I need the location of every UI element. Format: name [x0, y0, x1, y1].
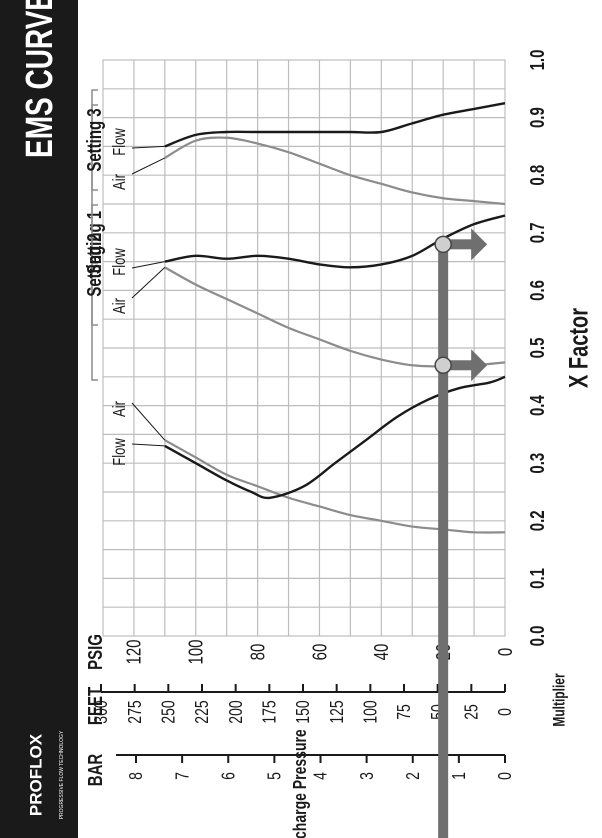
flow-leader — [131, 261, 165, 269]
flow-leader — [131, 443, 165, 447]
setting-1-label: Setting 1 — [83, 211, 106, 274]
setting-1-flow-label: Flow — [110, 438, 129, 466]
x-tick-label: 1.0 — [526, 50, 549, 71]
psig-tick-label: 60 — [308, 644, 331, 661]
x-tick-label: 0.5 — [526, 338, 549, 359]
reading-indicator — [434, 228, 488, 838]
feet-tick-label: 125 — [326, 700, 348, 723]
x-tick-label: 0.4 — [526, 395, 549, 416]
setting-2-label: Setting 2 — [83, 233, 106, 296]
bar-tick-label: 1 — [448, 772, 470, 780]
x-tick-label: 0.2 — [526, 510, 549, 531]
feet-tick-label: 150 — [292, 700, 314, 723]
feet-tick-label: 100 — [360, 700, 382, 723]
setting-3-flow-label: Flow — [110, 128, 129, 156]
bar-tick-label: 7 — [171, 772, 193, 780]
psig-tick-label: 40 — [370, 644, 393, 661]
psig-tick-label: 100 — [184, 639, 207, 664]
chart-title: EMS CURVE — [19, 0, 61, 158]
psig-tick-label: 80 — [246, 644, 269, 661]
feet-tick-label: 175 — [259, 700, 281, 723]
x-tick-label: 0.7 — [526, 222, 549, 243]
setting-3-label: Setting 3 — [83, 108, 106, 171]
psig-tick-label: 120 — [123, 639, 146, 664]
reading-marker — [434, 356, 452, 375]
psig-tick-label: 0 — [494, 648, 517, 656]
x-tick-label: 0.9 — [526, 107, 549, 128]
x-tick-label: 0.3 — [526, 453, 549, 474]
feet-tick-label: 225 — [191, 700, 213, 723]
reading-arrow-shaft — [443, 360, 474, 371]
x-tick-label: 0.6 — [526, 280, 549, 301]
air-curve-setting-3 — [164, 136, 506, 206]
bar-tick-label: 3 — [356, 772, 378, 780]
bar-tick-label: 0 — [494, 772, 516, 780]
setting-bracket — [91, 204, 98, 326]
x-axis: 0.0 0.1 0.2 0.3 0.4 0.5 0.6 0.7 0.8 0.9 1.0 X Facto… — [526, 50, 595, 647]
multiplier-label: Multiplier — [551, 673, 569, 727]
reading-arrow-head — [471, 228, 488, 261]
feet-tick-label: 250 — [158, 700, 180, 723]
x-tick-label: 0.1 — [526, 568, 549, 589]
air-leader — [131, 157, 166, 175]
feet-tick-label: 0 — [494, 708, 516, 716]
bar-tick-label: 5 — [264, 772, 286, 780]
y-axis-label: Discharge Pressure — [289, 729, 311, 838]
pressure-scales: 020406080100120PSIG025507510012515017520… — [84, 634, 569, 838]
x-tick-label: 0.0 — [526, 626, 549, 647]
reading-marker — [434, 235, 452, 254]
feet-tick-label: 275 — [124, 700, 146, 723]
setting-bracket — [91, 89, 98, 191]
flow-curve-setting-1 — [164, 375, 506, 500]
flow-curve-setting-3 — [164, 102, 506, 148]
setting-2-flow-label: Flow — [110, 248, 129, 276]
bar-tick-label: 2 — [402, 772, 424, 780]
feet-tick-label: 75 — [393, 704, 415, 720]
flow-leader — [131, 145, 165, 149]
setting-3-air-label: Air — [110, 174, 129, 190]
setting-1-air-label: Air — [110, 401, 129, 417]
reading-bar — [438, 244, 449, 838]
reading-arrow-shaft — [443, 239, 474, 250]
logo: PROFLOX — [27, 733, 46, 816]
feet-tick-label: 200 — [225, 700, 247, 723]
x-tick-label: 0.8 — [526, 165, 549, 186]
header-bar: EMS CURVE PROFLOX PROGRESSIVE FLOW TECHNOL… — [0, 0, 78, 838]
bar-tick-label: 6 — [217, 772, 239, 780]
air-leader — [131, 266, 166, 299]
setting-2-air-label: Air — [110, 298, 129, 314]
feet-tick-label: 25 — [461, 704, 483, 720]
logo-tagline: PROGRESSIVE FLOW TECHNOLOGY — [59, 730, 65, 819]
bar-tick-label: 8 — [125, 772, 147, 780]
bar-tick-label: 4 — [310, 772, 332, 780]
air-leader — [131, 402, 166, 441]
feet-tick-label: 300 — [90, 700, 112, 723]
reading-arrow-head — [471, 349, 488, 382]
bar-label: BAR — [84, 754, 107, 787]
header-background — [0, 0, 78, 838]
psig-label: PSIG — [84, 634, 107, 670]
x-axis-label: X Factor — [564, 308, 595, 388]
feet-label: FEET — [84, 687, 107, 725]
